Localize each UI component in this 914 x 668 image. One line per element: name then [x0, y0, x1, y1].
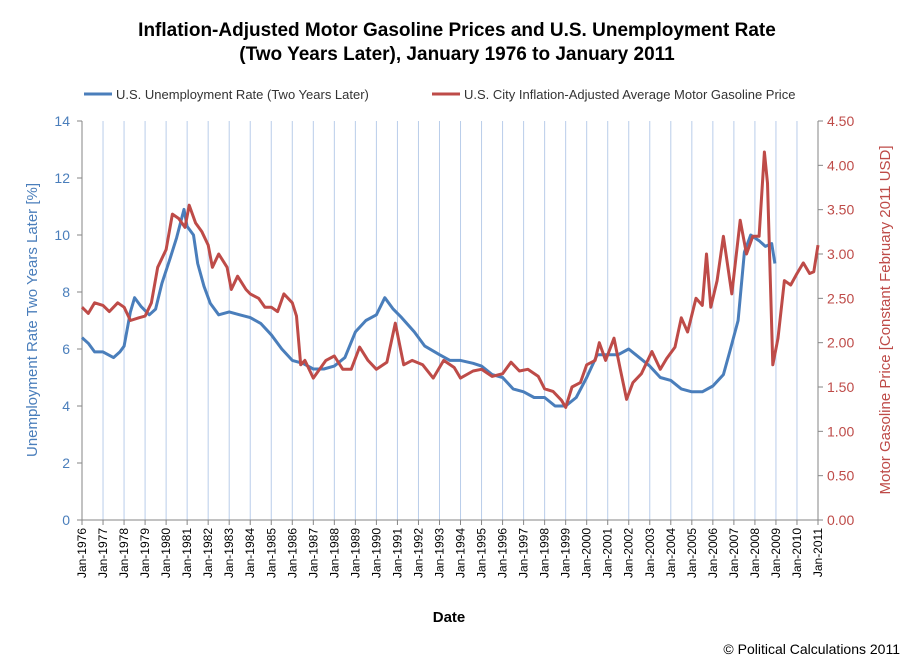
- legend-label-unemployment: U.S. Unemployment Rate (Two Years Later): [116, 87, 369, 102]
- x-tick-label: Jan-1981: [180, 528, 194, 578]
- x-tick-label: Jan-2002: [622, 528, 636, 578]
- x-tick-label: Jan-1997: [517, 528, 531, 578]
- x-tick-label: Jan-1991: [390, 528, 404, 578]
- y-left-tick-label: 0: [62, 512, 70, 528]
- series-lines: [80, 150, 820, 409]
- y-axis-right-title: Motor Gasoline Price [Constant February …: [877, 145, 894, 494]
- axes: Jan-1976 Jan-1977 Jan-1978 Jan-1979 Jan-1980…: [54, 113, 854, 578]
- unemployment-line: [80, 207, 777, 408]
- chart-title-line2: (Two Years Later), January 1976 to Janua…: [239, 44, 675, 65]
- x-tick-label: Jan-2009: [769, 528, 783, 578]
- y-right-tick-label: 1.00: [827, 423, 854, 439]
- x-tick-label: Jan-1994: [454, 528, 468, 578]
- x-tick-label: Jan-1993: [432, 528, 446, 578]
- legend-label-gasoline: U.S. City Inflation-Adjusted Average Mot…: [464, 87, 795, 102]
- x-tick-label: Jan-2006: [706, 528, 720, 578]
- x-tick-label: Jan-2000: [580, 528, 594, 578]
- x-tick-label: Jan-2010: [790, 528, 804, 578]
- x-tick-label: Jan-1983: [222, 528, 236, 578]
- x-tick-label: Jan-1989: [348, 528, 362, 578]
- x-tick-label: Jan-1979: [138, 528, 152, 578]
- y-left-tick-label: 14: [54, 113, 70, 129]
- y-right-tick-label: 4.50: [827, 113, 854, 129]
- x-tick-label: Jan-1987: [306, 528, 320, 578]
- x-tick-label: Jan-1998: [538, 528, 552, 578]
- y-left-tick-label: 6: [62, 341, 70, 357]
- y-right-tick-label: 4.00: [827, 157, 854, 173]
- x-tick-label: Jan-1996: [496, 528, 510, 578]
- chart-title-line1: Inflation-Adjusted Motor Gasoline Prices…: [138, 20, 776, 41]
- x-tick-label: Jan-1984: [243, 528, 257, 578]
- y-right-tick-label: 0.00: [827, 512, 854, 528]
- x-tick-label: Jan-1988: [327, 528, 341, 578]
- x-tick-label: Jan-1978: [117, 528, 131, 578]
- gridlines: [102, 121, 798, 520]
- legend: U.S. Unemployment Rate (Two Years Later)…: [84, 87, 795, 102]
- x-tick-label: Jan-1992: [411, 528, 425, 578]
- y-left-tick-label: 10: [54, 227, 70, 243]
- y-left-tick-label: 8: [62, 284, 70, 300]
- x-tick-label: Jan-2001: [601, 528, 615, 578]
- x-tick-label: Jan-1982: [201, 528, 215, 578]
- x-tick-label: Jan-2008: [748, 528, 762, 578]
- x-axis-title: Date: [433, 609, 466, 626]
- y-right-tick-label: 2.50: [827, 290, 854, 306]
- credit: © Political Calculations 2011: [723, 641, 900, 657]
- y-left-tick-label: 12: [54, 170, 70, 186]
- x-tick-label: Jan-1990: [369, 528, 383, 578]
- x-tick-label: Jan-2005: [685, 528, 699, 578]
- y-right-tick-label: 3.50: [827, 202, 854, 218]
- x-tick-label: Jan-2011: [811, 528, 825, 577]
- x-tick-label: Jan-2003: [643, 528, 657, 578]
- y-right-tick-label: 2.00: [827, 335, 854, 351]
- y-right-tick-label: 3.00: [827, 246, 854, 262]
- x-tick-label: Jan-1980: [159, 528, 173, 578]
- y-right-tick-label: 1.50: [827, 379, 854, 395]
- y-axis-left-title: Unemployment Rate Two Years Later [%]: [24, 183, 41, 457]
- y-left-tick-label: 4: [62, 398, 70, 414]
- x-tick-label: Jan-2004: [664, 528, 678, 578]
- x-tick-label: Jan-1995: [475, 528, 489, 578]
- x-tick-label: Jan-1986: [285, 528, 299, 578]
- x-tick-label: Jan-1999: [559, 528, 573, 578]
- gasoline-price-line: [80, 150, 820, 409]
- x-tick-label: Jan-1976: [75, 528, 89, 578]
- x-tick-label: Jan-2007: [727, 528, 741, 578]
- x-tick-label: Jan-1985: [264, 528, 278, 578]
- y-right-tick-label: 0.50: [827, 468, 854, 484]
- x-tick-label: Jan-1977: [96, 528, 110, 578]
- y-left-tick-label: 2: [62, 455, 70, 471]
